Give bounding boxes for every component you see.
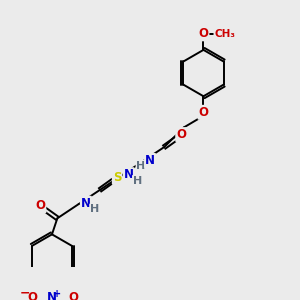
- Text: N: N: [47, 291, 57, 300]
- Text: O: O: [199, 106, 208, 119]
- Text: CH₃: CH₃: [214, 29, 235, 39]
- Text: N: N: [145, 154, 155, 167]
- Text: O: O: [35, 199, 45, 212]
- Text: N: N: [124, 168, 134, 181]
- Text: H: H: [133, 176, 142, 186]
- Text: O: O: [27, 291, 38, 300]
- Text: O: O: [176, 128, 186, 141]
- Text: O: O: [199, 27, 208, 40]
- Text: −: −: [20, 287, 31, 300]
- Text: S: S: [113, 171, 121, 184]
- Text: N: N: [81, 197, 91, 210]
- Text: H: H: [90, 204, 99, 214]
- Text: H: H: [136, 161, 146, 171]
- Text: O: O: [68, 291, 78, 300]
- Text: +: +: [53, 289, 62, 299]
